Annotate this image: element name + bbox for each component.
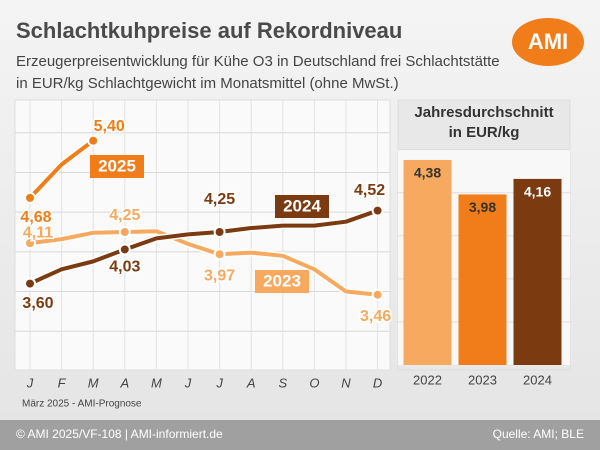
legend-box [90,155,144,178]
marker [24,237,36,250]
footer-left: © AMI 2025/VF-108 | AMI-informiert.de [16,427,223,441]
legend-box [255,270,309,293]
bar [403,159,452,365]
data-label: 3,46 [360,308,391,325]
x-tick-label: F [58,375,67,390]
bar [513,178,562,365]
x-tick-label: S [278,375,287,390]
legend-label: 2023 [263,271,301,290]
footer [0,420,600,450]
marker [371,204,384,217]
title: Schlachtkuhpreise auf Rekordniveau [16,18,402,43]
x-tick-label: A [246,375,256,390]
data-label: 3,60 [22,295,53,312]
subtitle: in EUR/kg Schlachtgewicht im Monatsmitte… [16,75,399,92]
bar-title: in EUR/kg [449,124,520,141]
marker [118,226,131,238]
marker [24,277,36,290]
marker [118,243,131,256]
marker [371,288,384,301]
note: März 2025 - AMI-Prognose [22,399,142,410]
data-label: 4,68 [20,209,51,226]
data-label: 4,25 [204,191,235,208]
data-label: 5,40 [94,118,125,135]
x-tick-label: J [184,375,192,390]
line [29,229,378,297]
line [29,208,379,286]
data-label: 3,97 [204,267,235,284]
line [28,139,95,200]
x-tick-label: N [341,375,351,390]
marker [87,134,100,147]
data-label: 4,52 [354,182,385,199]
x-tick-label: M [88,375,99,390]
bar [458,194,507,365]
x-tick-label: O [309,375,319,390]
x-tick-label: 2022 [413,372,442,387]
data-label: 4,03 [109,259,140,276]
marker [24,191,36,204]
bar-title: Jahresdurchschnitt [414,104,553,121]
marker [213,226,226,238]
x-tick-label: 2023 [468,372,497,387]
logo [512,18,584,66]
data-label: 4,11 [23,224,53,241]
x-tick-label: D [373,375,382,390]
data-label: 4,16 [524,184,551,200]
x-tick-label: 2024 [523,372,552,387]
x-tick-label: M [151,375,162,390]
legend-box [275,195,329,218]
x-tick-label: A [119,375,129,390]
data-label: 3,98 [469,199,496,215]
data-label: 4,38 [414,165,441,181]
footer-right: Quelle: AMI; BLE [493,427,584,441]
subtitle: Erzeugerpreisentwicklung für Kühe O3 in … [16,53,500,70]
x-tick-label: J [26,375,34,390]
marker [213,248,226,261]
x-tick-label: J [215,375,223,390]
legend-label: 2024 [283,196,321,215]
legend-label: 2025 [98,156,136,175]
data-label: 4,25 [109,207,140,224]
logo-text: AMI [528,29,568,54]
